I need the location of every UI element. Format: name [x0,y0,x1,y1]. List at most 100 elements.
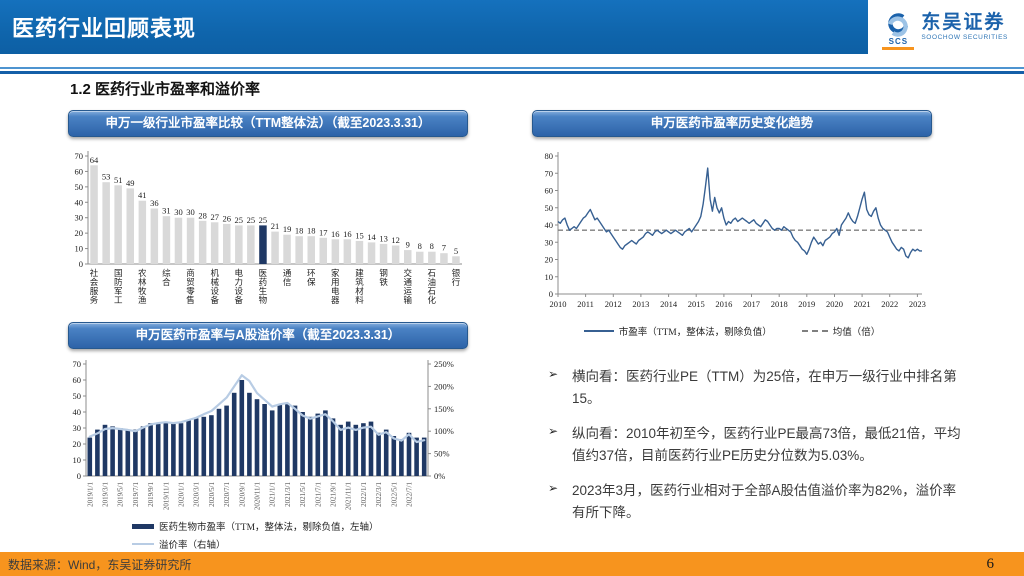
svg-text:13: 13 [379,233,388,243]
svg-text:70: 70 [75,151,84,161]
svg-text:25: 25 [259,215,268,225]
bullet-arrow-icon: ➢ [548,367,559,381]
industry-pe-bar-chart: 0 10 20 30 40 50 60 70 64 53 51 49 41 36 31 30 30 28 27 26 2… [64,144,468,320]
pe-premium-combo-chart: 0 10 20 30 40 50 60 70 0% 50% 100% 150% 200% 250% 2019… [62,354,476,524]
svg-text:20: 20 [73,439,82,449]
bullet-arrow-icon: ➢ [548,481,559,496]
svg-text:25: 25 [235,215,244,225]
bullet-item: ➢ 2023年3月，医药行业相对于全部A股估值溢价率为82%，溢价率有所下降。 [548,480,968,523]
svg-text:21: 21 [271,221,280,231]
svg-text:18: 18 [307,226,316,236]
bullet-item: ➢ 横向看：医药行业PE（TTM）为25倍，在申万一级行业中排名第15。 [548,366,968,409]
svg-text:2020/1/1: 2020/1/1 [178,482,186,507]
svg-text:通信: 通信 [283,268,292,287]
svg-text:2013: 2013 [632,299,649,309]
chart3-title: 申万医药市盈率与A股溢价率（截至2023.3.31） [68,322,468,349]
svg-text:200%: 200% [434,381,454,391]
svg-text:医药生物: 医药生物 [259,268,268,305]
svg-text:机械设备: 机械设备 [210,268,219,305]
svg-text:50: 50 [73,391,82,401]
svg-text:9: 9 [406,240,410,250]
svg-text:41: 41 [138,190,147,200]
bullet-text: 横向看：医药行业PE（TTM）为25倍，在申万一级行业中排名第15。 [572,369,957,406]
bullet-item: ➢ 纵向看：2010年初至今，医药行业PE最高73倍，最低21倍，平均值约37倍… [548,423,968,466]
svg-text:28: 28 [198,210,207,220]
svg-text:64: 64 [90,155,99,165]
header-rule-light [0,67,1024,69]
svg-text:7: 7 [442,243,446,253]
svg-text:0%: 0% [434,471,445,481]
chart3-legend: 医药生物市盈率（TTM，整体法，剔除负值，左轴） 溢价率（右轴） [132,519,379,555]
svg-text:12: 12 [391,235,400,245]
svg-text:16: 16 [343,229,352,239]
svg-text:30: 30 [73,423,82,433]
svg-text:综合: 综合 [162,268,171,287]
svg-text:2021: 2021 [854,299,871,309]
svg-text:2019/3/1: 2019/3/1 [102,482,110,507]
svg-text:2019/9/1: 2019/9/1 [147,482,155,507]
svg-text:2020/5/1: 2020/5/1 [208,482,216,507]
header-rule-dark [0,71,1024,74]
svg-text:150%: 150% [434,404,454,414]
svg-text:2019: 2019 [798,299,815,309]
svg-text:建筑材料: 建筑材料 [355,268,364,305]
header-bar: 医药行业回顾表现 [0,0,868,54]
svg-text:家用电器: 家用电器 [331,268,340,305]
bar-swatch [132,523,154,529]
svg-text:15: 15 [355,230,364,240]
company-logo: SCS 东吴证券 SOOCHOW SECURITIES [881,12,1008,50]
svg-text:2019/7/1: 2019/7/1 [132,482,140,507]
legend-item-premium: 溢价率（右轴） [132,537,379,551]
page-number: 6 [986,555,995,572]
svg-text:26: 26 [222,213,231,223]
svg-text:2020/11/1: 2020/11/1 [254,482,262,511]
svg-text:27: 27 [210,212,219,222]
section-title: 1.2 医药行业市盈率和溢价率 [70,81,261,98]
svg-text:2022/3/1: 2022/3/1 [375,482,383,507]
svg-text:100%: 100% [434,426,454,436]
chart1-title: 申万一级行业市盈率比较（TTM整体法）（截至2023.3.31） [68,110,468,137]
svg-text:2021/1/1: 2021/1/1 [269,482,277,507]
svg-text:2020/7/1: 2020/7/1 [223,482,231,507]
svg-text:2021/9/1: 2021/9/1 [330,482,338,507]
svg-text:30: 30 [75,213,84,223]
svg-text:2021/7/1: 2021/7/1 [314,482,322,507]
svg-text:2014: 2014 [660,299,678,309]
logo-underline [882,47,915,50]
svg-text:2021/5/1: 2021/5/1 [299,482,307,507]
svg-text:2019/5/1: 2019/5/1 [117,482,125,507]
svg-text:53: 53 [102,172,111,182]
legend-label: 溢价率（右轴） [159,541,226,551]
svg-text:2020/3/1: 2020/3/1 [193,482,201,507]
svg-text:2019/11/1: 2019/11/1 [162,482,170,511]
svg-text:10: 10 [73,455,82,465]
svg-text:农林牧渔: 农林牧渔 [138,268,147,305]
svg-text:2022: 2022 [881,299,898,309]
data-source-note: 数据来源：Wind，东吴证券研究所 [8,557,192,572]
logo-name-en: SOOCHOW SECURITIES [921,34,1008,41]
svg-text:商贸零售: 商贸零售 [186,268,195,305]
svg-text:钢铁: 钢铁 [379,268,388,287]
svg-text:30: 30 [174,207,183,217]
svg-text:51: 51 [114,175,123,185]
svg-text:50: 50 [75,182,84,192]
svg-text:石油石化: 石油石化 [428,268,437,305]
svg-text:2020: 2020 [826,299,843,309]
svg-text:60: 60 [73,375,82,385]
svg-text:2021/3/1: 2021/3/1 [284,482,292,507]
svg-text:0: 0 [549,289,553,299]
svg-text:2022/1/1: 2022/1/1 [360,482,368,507]
svg-text:19: 19 [283,224,292,234]
svg-text:49: 49 [126,178,135,188]
legend-item-pe-bars: 医药生物市盈率（TTM，整体法，剔除负值，左轴） [132,519,379,533]
svg-text:14: 14 [367,232,376,242]
svg-text:16: 16 [331,229,340,239]
legend-label: 均值（倍） [832,328,881,338]
light-line-swatch [132,543,154,545]
svg-text:0: 0 [79,259,83,269]
svg-text:10: 10 [545,272,554,282]
svg-text:40: 40 [545,220,554,230]
svg-text:8: 8 [430,241,434,251]
bullet-arrow-icon: ➢ [548,424,559,439]
